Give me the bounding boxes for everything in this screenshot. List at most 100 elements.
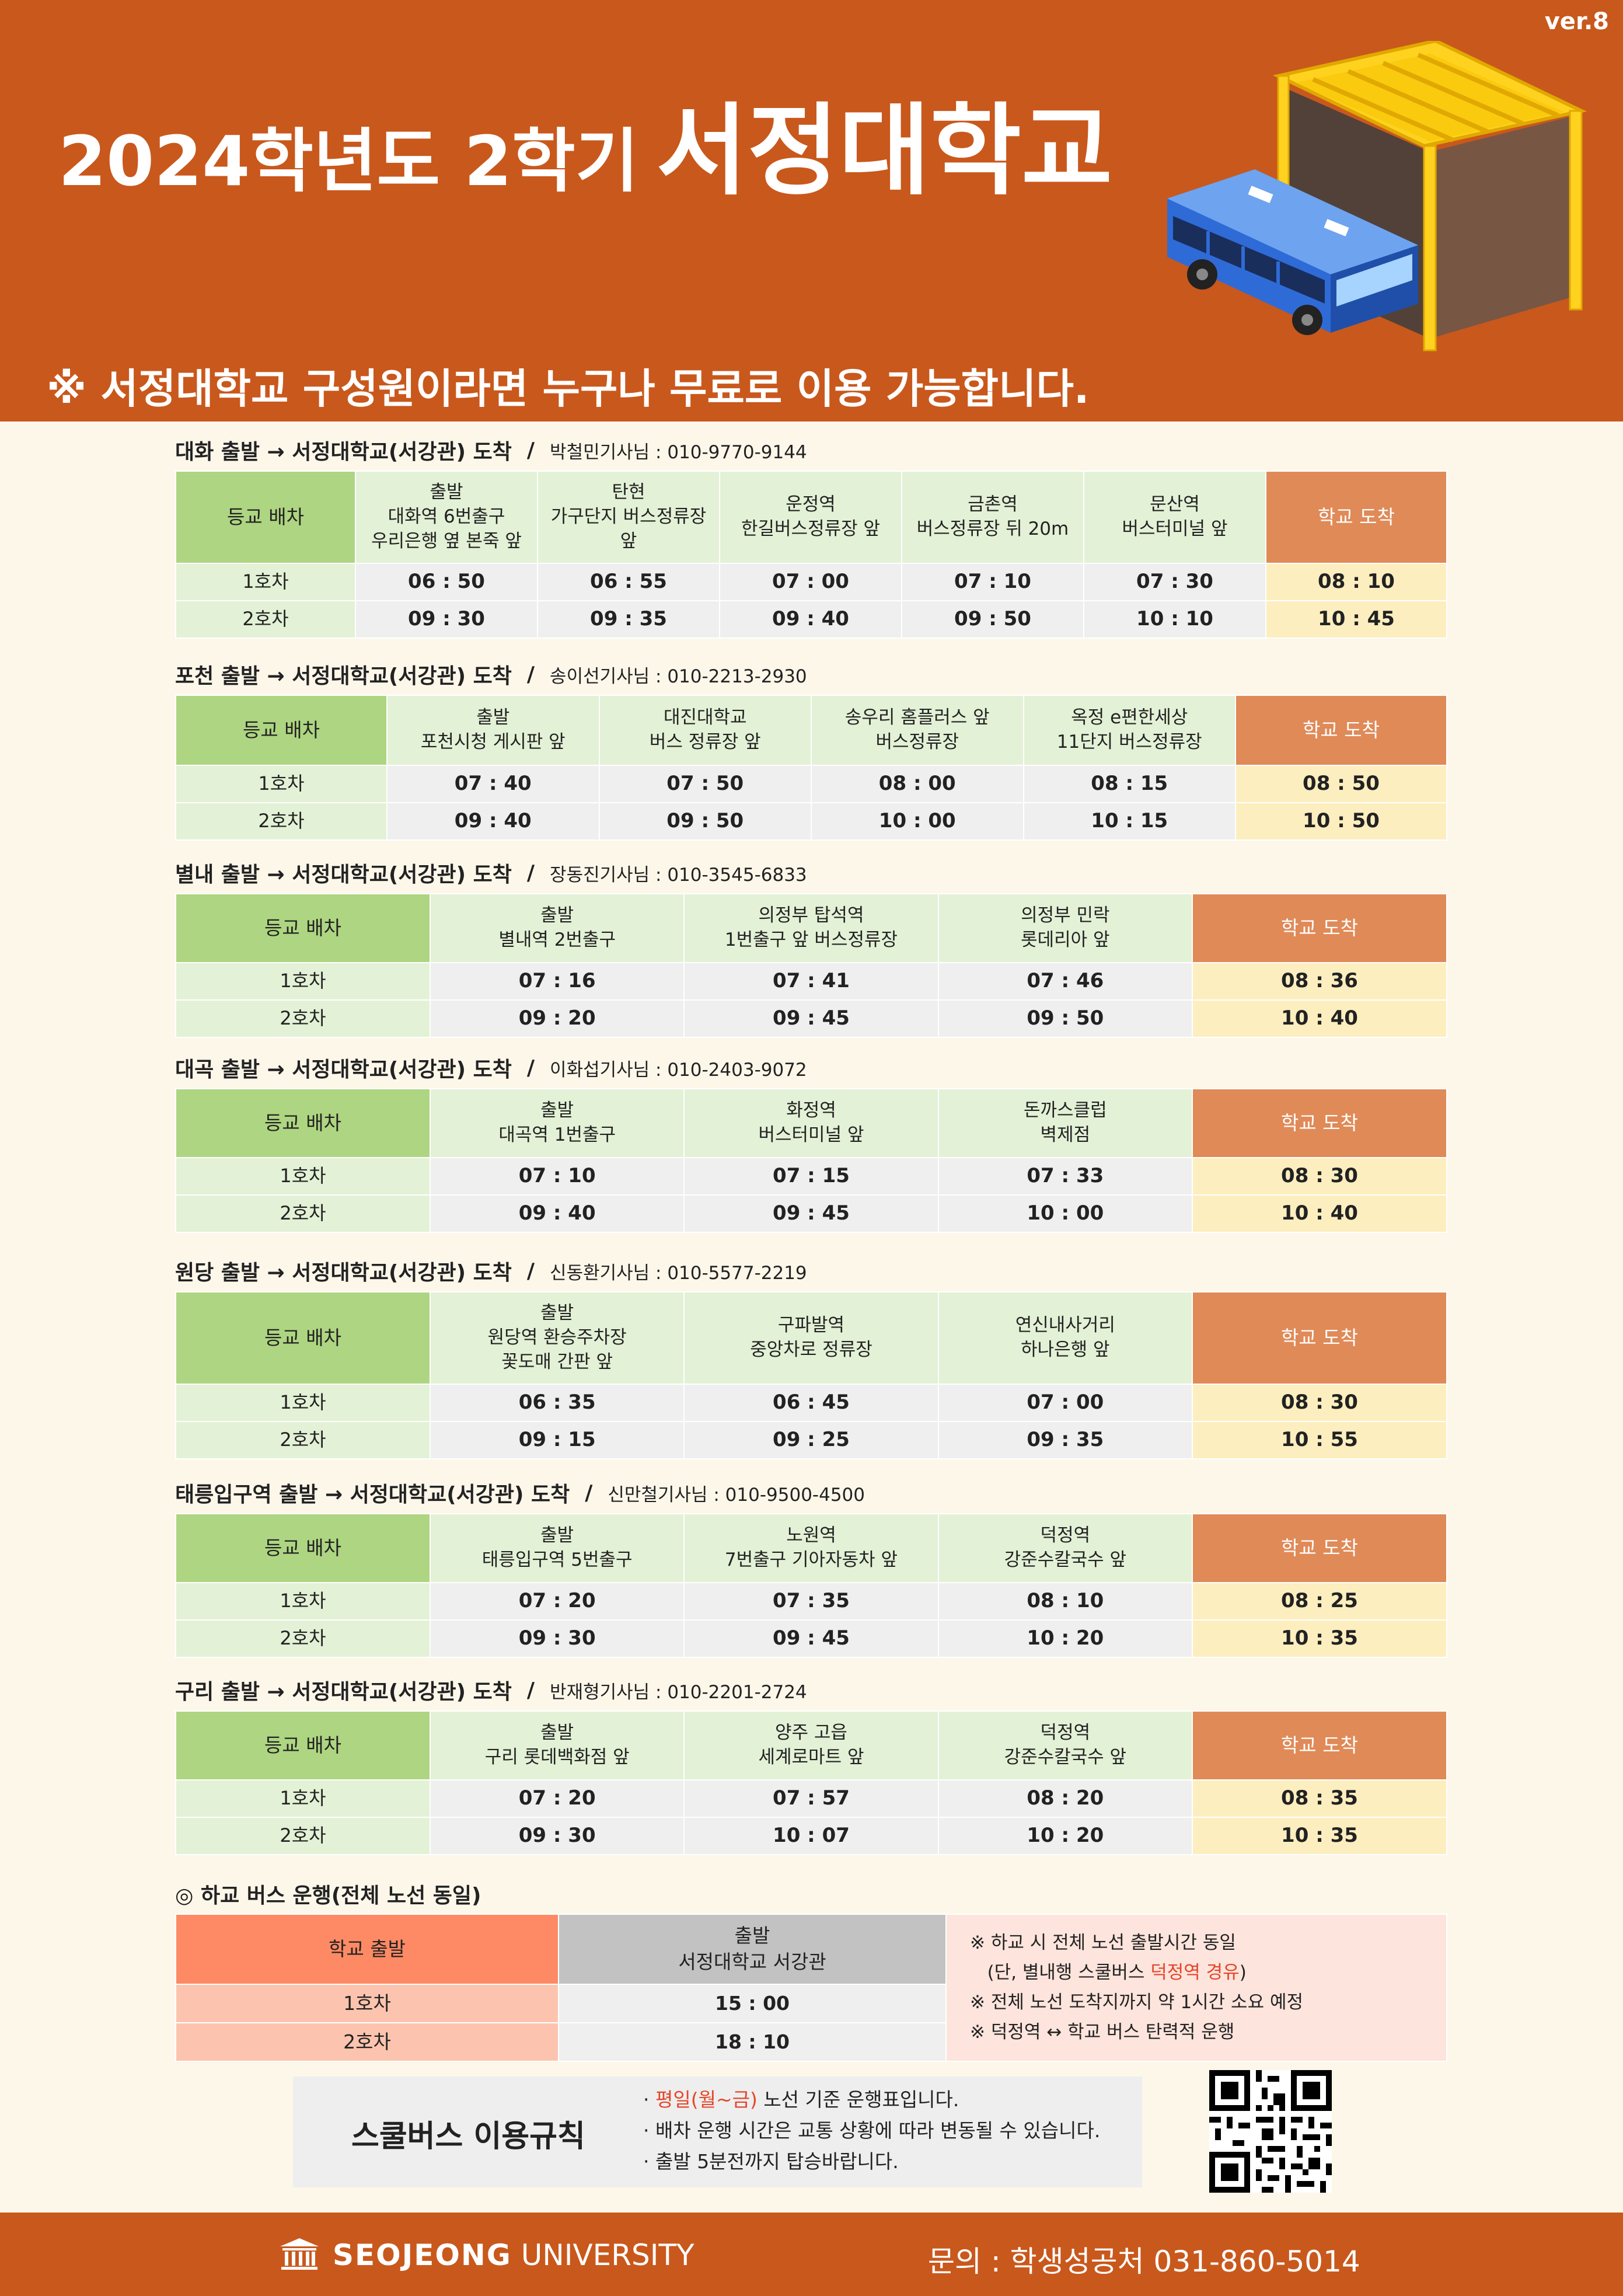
title-university: 서정대학교	[656, 93, 1113, 209]
rules-list: · 평일(월~금) 노선 기준 운행표입니다. · 배차 운행 시간은 교통 상…	[643, 2085, 1100, 2177]
route-title: 대화 출발 → 서정대학교(서강관) 도착	[175, 440, 512, 464]
arrival-header: 학교 도착	[1192, 1088, 1447, 1158]
route-separator: /	[526, 860, 535, 885]
time-cell: 09 : 35	[937, 1421, 1193, 1459]
time-cell: 07 : 50	[598, 765, 812, 803]
time-cell: 09 : 35	[537, 600, 720, 639]
footer: SEOJEONG UNIVERSITY 문의 : 학생성공처 031-860-5…	[0, 2213, 1623, 2296]
time-cell: 07 : 10	[901, 563, 1084, 601]
label-header: 등교 배차	[175, 695, 388, 766]
table-row: 1호차 06 : 35 06 : 45 07 : 00 08 : 30	[175, 1384, 1447, 1422]
route-daegok: 대곡 출발 → 서정대학교(서강관) 도착 / 이화섭기사님 : 010-240…	[175, 1047, 1447, 1233]
time-cell: 10 : 15	[1022, 802, 1236, 841]
arrival-header: 학교 도착	[1235, 695, 1447, 766]
table-row: 2호차 09 : 40 09 : 45 10 : 00 10 : 40	[175, 1194, 1447, 1233]
route-header: 별내 출발 → 서정대학교(서강관) 도착 / 장동진기사님 : 010-354…	[175, 852, 1447, 893]
route-separator: /	[526, 662, 535, 687]
arrival-time: 10 : 35	[1192, 1817, 1447, 1855]
route-title: 태릉입구역 출발 → 서정대학교(서강관) 도착	[175, 1483, 570, 1507]
title-semester: 2024학년도 2학기	[58, 121, 639, 201]
route-taereung: 태릉입구역 출발 → 서정대학교(서강관) 도착 / 신만철기사님 : 010-…	[175, 1472, 1447, 1658]
route-guri: 구리 출발 → 서정대학교(서강관) 도착 / 반재형기사님 : 010-220…	[175, 1670, 1447, 1855]
stop-cell: 운정역 한길버스정류장 앞	[719, 471, 902, 564]
return-bus-section: ◎ 하교 버스 운행(전체 노선 동일) 학교 출발 출발 서정대학교 서강관 ※…	[175, 1874, 1447, 2062]
time-cell: 07 : 00	[937, 1384, 1193, 1422]
version-label: ver.8	[1544, 8, 1609, 35]
time-cell: 10 : 20	[937, 1817, 1193, 1855]
return-label-header: 학교 출발	[175, 1914, 559, 1985]
arrival-time: 08 : 25	[1192, 1582, 1447, 1621]
driver-contact: 신동환기사님 : 010-5577-2219	[550, 1262, 807, 1284]
time-cell: 07 : 15	[683, 1157, 939, 1196]
stop-header-row: 등교 배차 출발 구리 롯데백화점 앞 양주 고읍 세계로마트 앞 덕정역 강준수칼국…	[175, 1710, 1447, 1781]
stop-cell: 탄현 가구단지 버스정류장 앞	[537, 471, 720, 564]
bus-label: 2호차	[175, 600, 356, 639]
time-cell: 09 : 25	[683, 1421, 939, 1459]
route-separator: /	[585, 1480, 593, 1505]
bus-label: 2호차	[175, 1194, 431, 1233]
table-row: 2호차 09 : 30 09 : 45 10 : 20 10 : 35	[175, 1619, 1447, 1658]
label-header: 등교 배차	[175, 1513, 431, 1583]
stop-cell: 양주 고읍 세계로마트 앞	[683, 1710, 939, 1781]
rule-item: · 배차 운행 시간은 교통 상황에 따라 변동될 수 있습니다.	[643, 2119, 1101, 2142]
route-title: 구리 출발 → 서정대학교(서강관) 도착	[175, 1680, 512, 1704]
driver-contact: 신만철기사님 : 010-9500-4500	[608, 1484, 865, 1506]
time-cell: 07 : 33	[937, 1157, 1193, 1196]
stop-cell: 덕정역 강준수칼국수 앞	[937, 1513, 1193, 1583]
route-header: 태릉입구역 출발 → 서정대학교(서강관) 도착 / 신만철기사님 : 010-…	[175, 1472, 1447, 1513]
time-cell: 07 : 30	[1083, 563, 1266, 601]
table-row: 1호차 07 : 40 07 : 50 08 : 00 08 : 15 08 :…	[175, 765, 1447, 803]
arrival-time: 08 : 10	[1265, 563, 1447, 601]
bus-label: 1호차	[175, 1779, 431, 1818]
stop-cell: 의정부 탑석역 1번출구 앞 버스정류장	[683, 893, 939, 963]
arrival-header: 학교 도착	[1192, 1291, 1447, 1385]
time-cell: 07 : 20	[429, 1582, 685, 1621]
time-cell: 08 : 10	[937, 1582, 1193, 1621]
label-header: 등교 배차	[175, 1291, 431, 1385]
table-row: 1호차 07 : 20 07 : 35 08 : 10 08 : 25	[175, 1582, 1447, 1621]
time-cell: 06 : 35	[429, 1384, 685, 1422]
driver-contact: 이화섭기사님 : 010-2403-9072	[550, 1059, 807, 1081]
driver-contact: 장동진기사님 : 010-3545-6833	[550, 864, 807, 886]
arrival-time: 10 : 55	[1192, 1421, 1447, 1459]
label-header: 등교 배차	[175, 1710, 431, 1781]
table-row: 1호차 07 : 20 07 : 57 08 : 20 08 : 35	[175, 1779, 1447, 1818]
time-cell: 09 : 15	[429, 1421, 685, 1459]
stop-header-row: 등교 배차 출발 별내역 2번출구 의정부 탑석역 1번출구 앞 버스정류장 의정부…	[175, 893, 1447, 963]
return-bus-title: ◎ 하교 버스 운행(전체 노선 동일)	[175, 1884, 481, 1908]
table-row: 2호차 09 : 40 09 : 50 10 : 00 10 : 15 10 :…	[175, 802, 1447, 841]
timetable: 등교 배차 출발 대화역 6번출구 우리은행 옆 본죽 앞 탄현 가구단지 버스정류장…	[175, 471, 1447, 639]
stop-cell: 연신내사거리 하나은행 앞	[937, 1291, 1193, 1385]
bus-label: 1호차	[175, 1384, 431, 1422]
label-header: 등교 배차	[175, 471, 356, 564]
bus-label: 1호차	[175, 962, 431, 1001]
time-cell: 10 : 10	[1083, 600, 1266, 639]
stop-header-row: 등교 배차 출발 원당역 환승주차장 꽃도매 간판 앞 구파발역 중앙차로 정류장 연…	[175, 1291, 1447, 1385]
table-row: 2호차 09 : 30 10 : 07 10 : 20 10 : 35	[175, 1817, 1447, 1855]
arrival-header: 학교 도착	[1192, 893, 1447, 963]
stop-header-row: 등교 배차 출발 대화역 6번출구 우리은행 옆 본죽 앞 탄현 가구단지 버스정류장…	[175, 471, 1447, 564]
time-cell: 09 : 40	[719, 600, 902, 639]
arrival-header: 학교 도착	[1192, 1513, 1447, 1583]
driver-contact: 송이선기사님 : 010-2213-2930	[550, 666, 807, 687]
stop-cell: 덕정역 강준수칼국수 앞	[937, 1710, 1193, 1781]
bus-label: 1호차	[175, 563, 356, 601]
arrival-time: 08 : 36	[1192, 962, 1447, 1001]
qr-code-icon[interactable]	[1209, 2070, 1332, 2193]
return-bus-table: 학교 출발 출발 서정대학교 서강관 ※ 하교 시 전체 노선 출발시간 동일 (…	[175, 1914, 1447, 2062]
arrival-time: 08 : 35	[1192, 1779, 1447, 1818]
time-cell: 06 : 55	[537, 563, 720, 601]
time-cell: 07 : 41	[683, 962, 939, 1001]
time-cell: 09 : 45	[683, 999, 939, 1038]
stop-header-row: 등교 배차 출발 포천시청 게시판 앞 대진대학교 버스 정류장 앞 송우리 홈플러…	[175, 695, 1447, 766]
time-cell: 09 : 50	[901, 600, 1084, 639]
route-header: 포천 출발 → 서정대학교(서강관) 도착 / 송이선기사님 : 010-221…	[175, 654, 1447, 695]
time-cell: 10 : 20	[937, 1619, 1193, 1658]
stop-cell: 출발 대곡역 1번출구	[429, 1088, 685, 1158]
time-cell: 08 : 15	[1022, 765, 1236, 803]
stop-cell: 송우리 홈플러스 앞 버스정류장	[811, 695, 1024, 766]
university-name: SEOJEONG UNIVERSITY	[333, 2238, 694, 2272]
time-cell: 06 : 45	[683, 1384, 939, 1422]
arrival-time: 08 : 30	[1192, 1157, 1447, 1196]
time-cell: 15 : 00	[558, 1984, 947, 2023]
